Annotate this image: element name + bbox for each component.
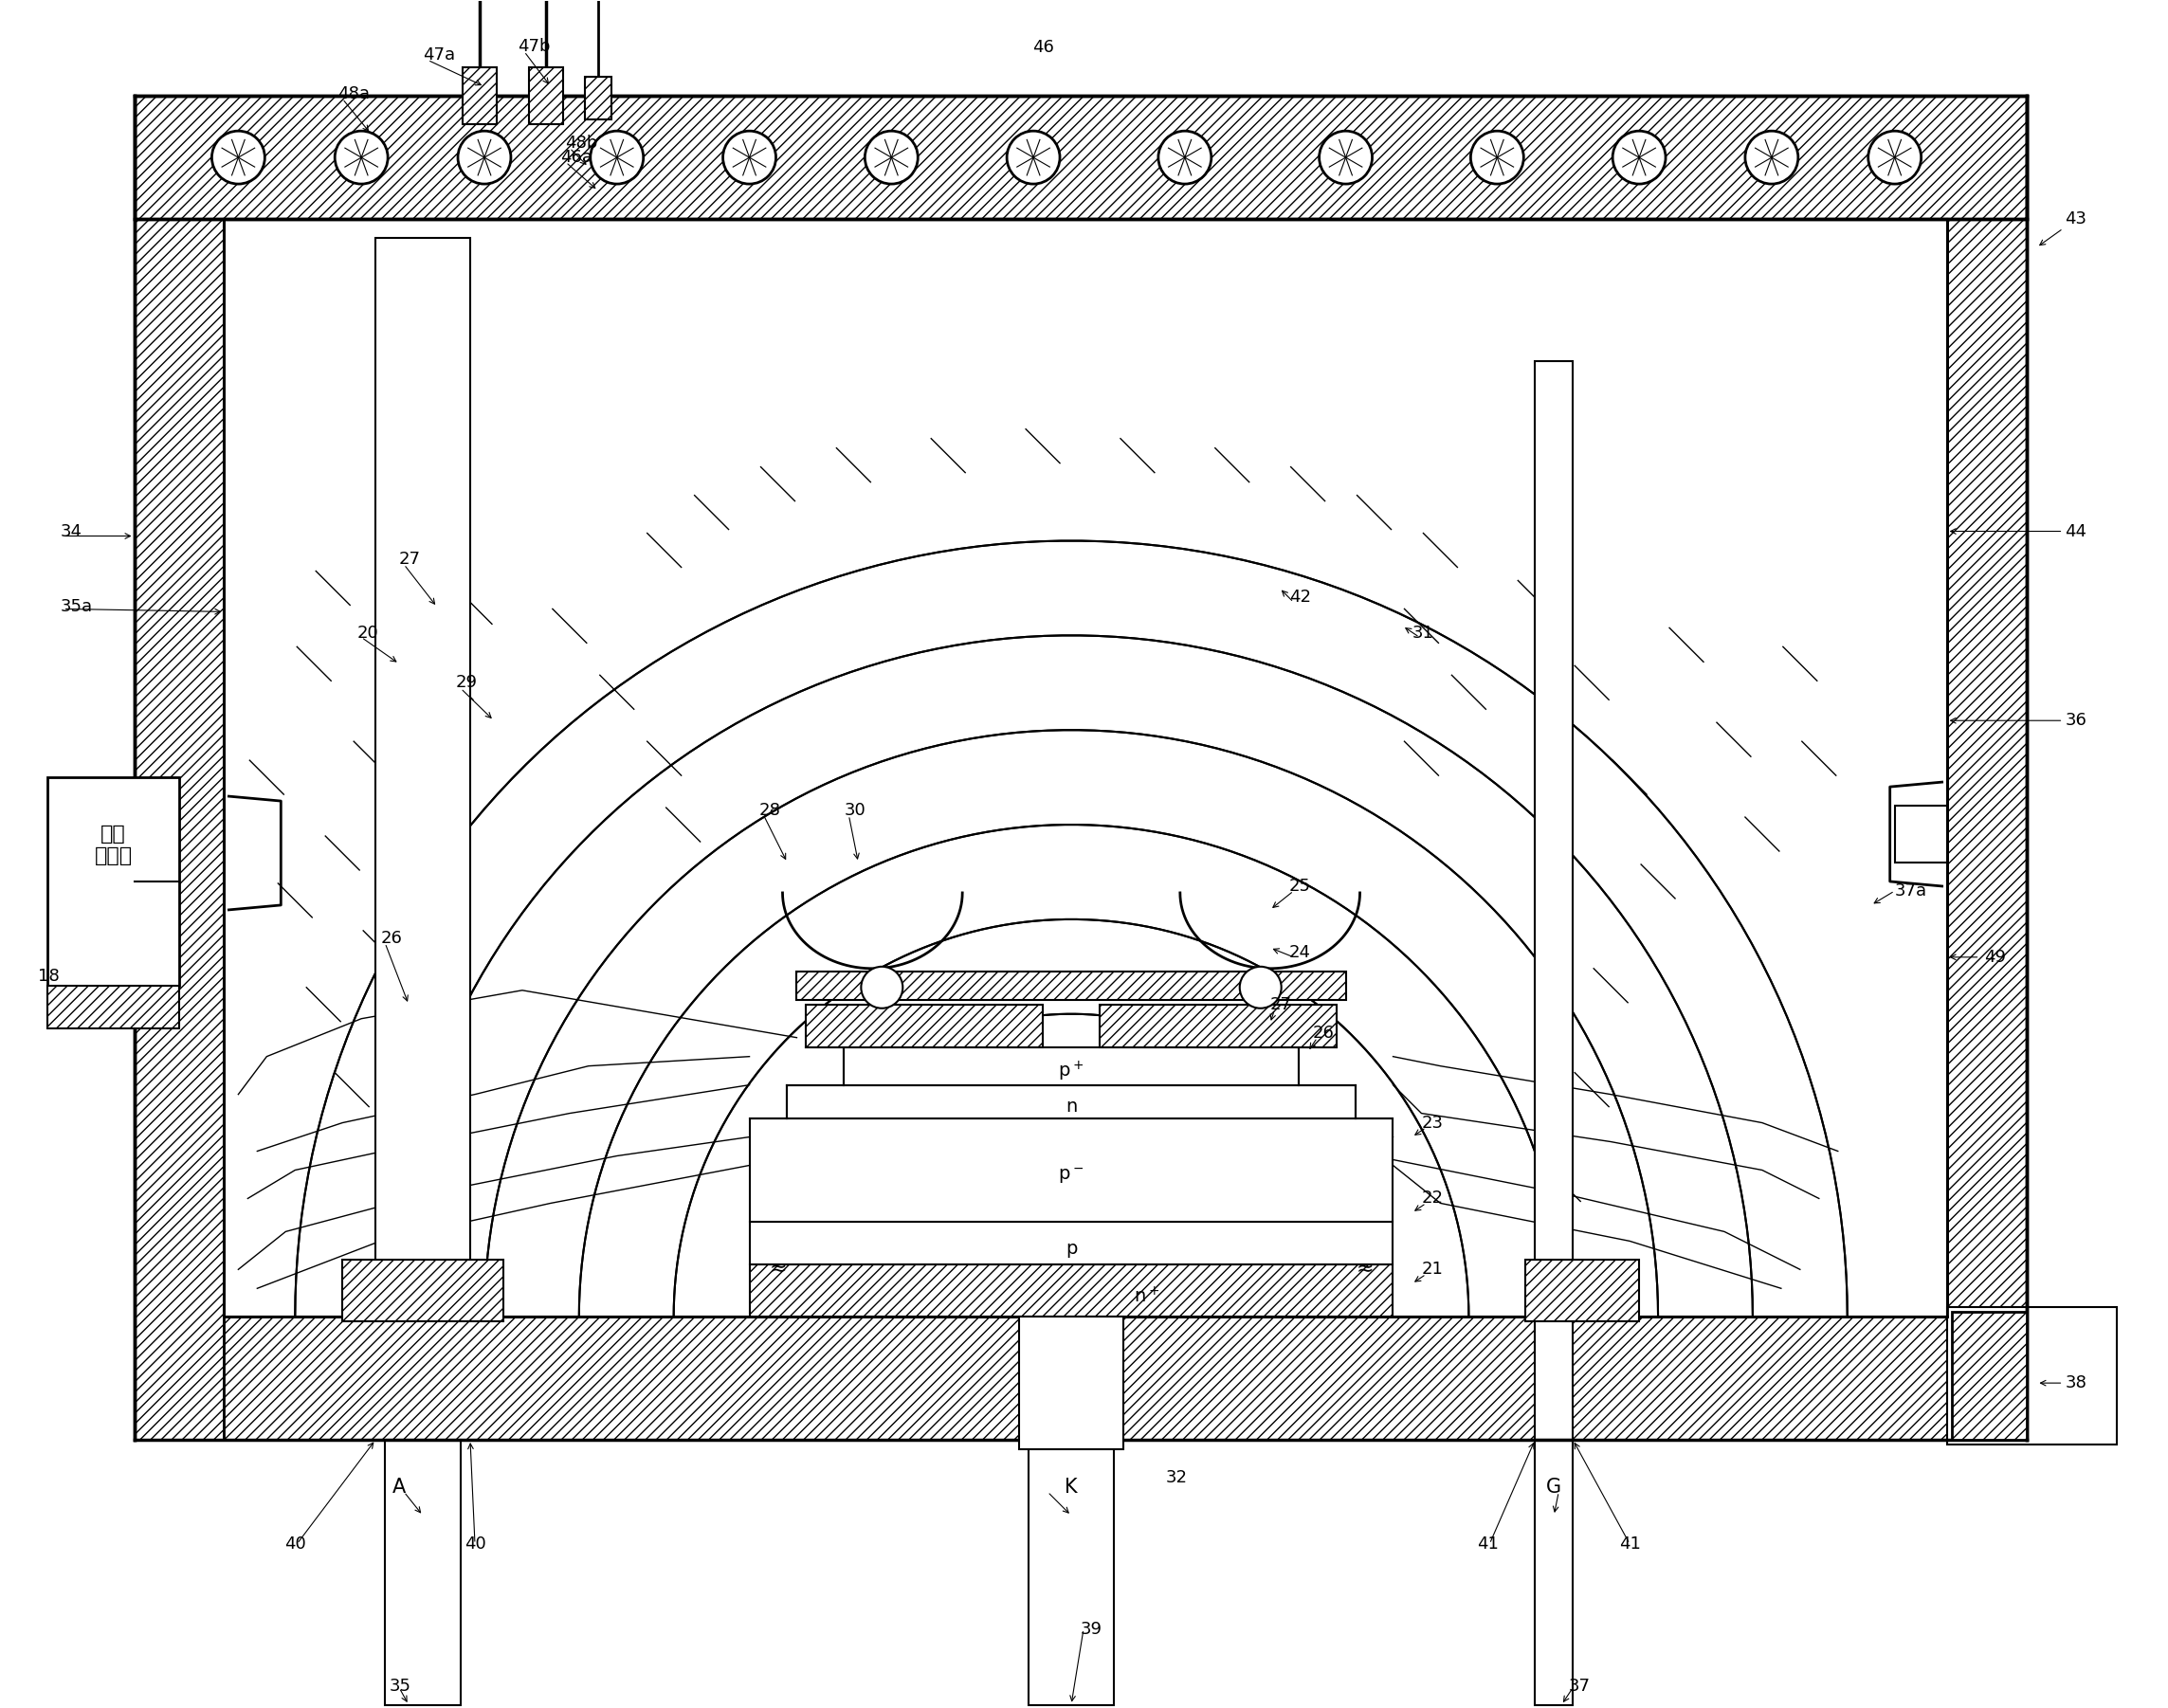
Text: 42: 42 [1290,589,1312,606]
Bar [1019,1317,1123,1450]
Text: 30: 30 [843,803,865,820]
Circle shape [1745,132,1797,184]
Circle shape [1613,132,1665,184]
Text: 34: 34 [61,523,82,540]
Text: 36: 36 [2066,712,2088,729]
Text: 40: 40 [464,1535,486,1553]
Text: 41: 41 [1619,1535,1641,1553]
Circle shape [590,132,644,184]
Bar [806,1004,1043,1047]
Bar [1028,1440,1114,1705]
Text: 47a: 47a [423,46,455,63]
Circle shape [1158,132,1212,184]
Bar [462,68,496,125]
Bar [134,219,223,1440]
Bar [750,1223,1394,1264]
Text: 26: 26 [379,929,401,946]
Text: 25: 25 [1290,878,1312,895]
Bar [750,1264,1394,1317]
Text: 35: 35 [390,1677,412,1694]
Bar [1535,1440,1572,1705]
Text: 28: 28 [759,803,780,820]
Text: 温度
传感器: 温度 传感器 [95,825,132,866]
Bar [343,1261,503,1322]
Text: 40: 40 [284,1535,306,1553]
Circle shape [1318,132,1372,184]
Text: 21: 21 [1422,1261,1444,1278]
Text: 46a: 46a [559,149,592,166]
Text: 46: 46 [1032,39,1054,56]
Circle shape [1470,132,1524,184]
Text: 44: 44 [2066,523,2088,540]
Text: 23: 23 [1422,1114,1444,1131]
Bar [750,1119,1394,1223]
Bar [1526,1261,1639,1322]
Bar [223,219,1947,1317]
Circle shape [212,132,264,184]
Text: K: K [1064,1477,1077,1496]
Circle shape [861,967,902,1008]
Circle shape [722,132,776,184]
Text: 27: 27 [399,552,421,569]
Bar [1099,1004,1335,1047]
Bar [134,96,2027,219]
Circle shape [1006,132,1060,184]
Circle shape [1240,967,1281,1008]
Bar [585,77,611,120]
Text: 41: 41 [1476,1535,1498,1553]
Bar [1947,1307,2118,1445]
Text: 27: 27 [1270,996,1292,1013]
Circle shape [334,132,388,184]
Circle shape [457,132,512,184]
Text: 24: 24 [1290,945,1312,962]
Text: 48b: 48b [566,135,598,152]
Text: 43: 43 [2066,210,2088,227]
Text: 47b: 47b [518,38,551,55]
Text: G: G [1546,1477,1561,1496]
Text: 49: 49 [1984,948,2005,965]
Bar [1895,806,1947,863]
Text: 48a: 48a [338,85,371,102]
Bar [48,986,180,1028]
Text: ≈: ≈ [770,1261,787,1279]
Text: 39: 39 [1080,1621,1104,1638]
Bar [796,972,1346,999]
Circle shape [865,132,917,184]
Bar [375,237,470,1317]
Bar [787,1085,1355,1119]
Text: 38: 38 [2066,1375,2088,1392]
Text: 18: 18 [37,967,59,984]
Text: 22: 22 [1422,1190,1444,1208]
Text: p$^-$: p$^-$ [1058,1167,1084,1185]
Text: 37: 37 [1567,1677,1589,1694]
Bar [1535,360,1572,1440]
Bar [1951,1312,2027,1440]
Bar [529,68,564,125]
Circle shape [1869,132,1921,184]
Text: n: n [1064,1098,1077,1115]
Text: 32: 32 [1166,1469,1188,1486]
Text: p$^+$: p$^+$ [1058,1059,1084,1083]
Text: ≈: ≈ [1355,1261,1375,1279]
Bar [223,1317,1947,1440]
Bar [48,777,180,986]
Text: p: p [1064,1240,1077,1257]
Text: A: A [392,1477,405,1496]
Bar [843,1047,1299,1085]
Text: 26: 26 [1312,1025,1333,1042]
Bar [1947,219,2027,1440]
Text: n$^+$: n$^+$ [1134,1286,1160,1307]
Text: 35a: 35a [61,598,93,615]
Text: 31: 31 [1411,625,1433,642]
Text: 20: 20 [356,625,377,642]
Text: 29: 29 [455,675,477,692]
Bar [386,1440,462,1705]
Text: 37a: 37a [1895,883,1927,900]
